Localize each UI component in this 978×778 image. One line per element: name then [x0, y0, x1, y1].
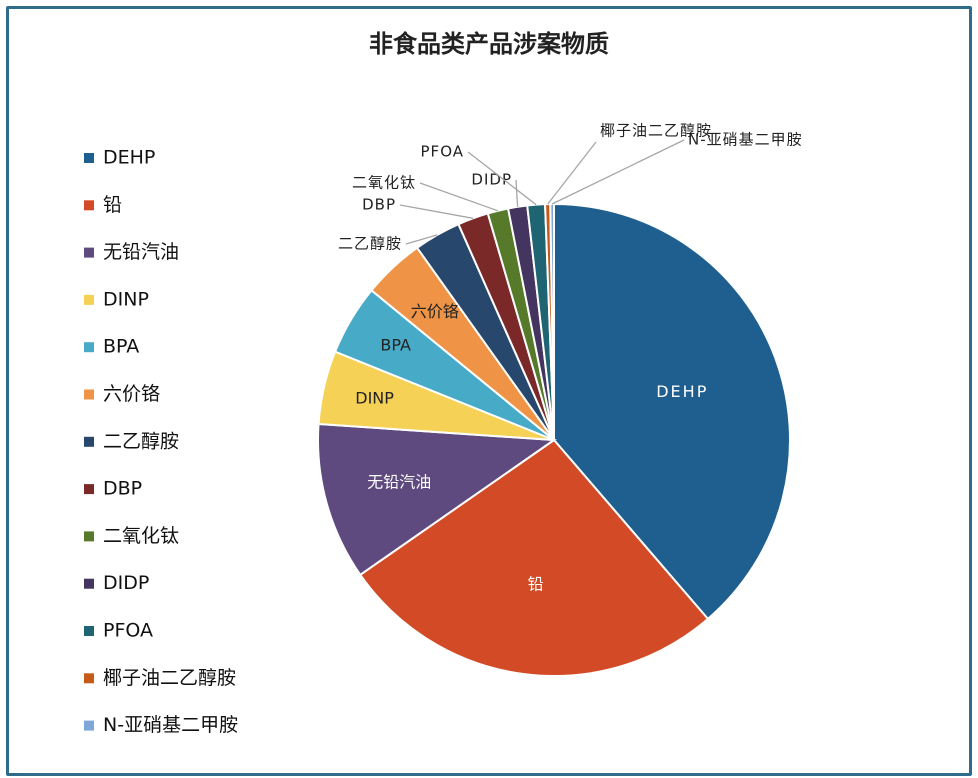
leader-line	[405, 234, 438, 245]
legend-swatch	[84, 200, 94, 211]
slice-label: 二乙醇胺	[338, 235, 402, 253]
slice-label: DBP	[362, 196, 396, 214]
slice-label: N-亚硝基二甲胺	[688, 131, 803, 149]
legend-label: 无铅汽油	[103, 241, 179, 263]
leader-line	[547, 141, 597, 205]
chart-title: 非食品类产品涉案物质	[369, 30, 609, 58]
legend-item: 铅	[84, 194, 122, 216]
leader-line	[515, 179, 519, 207]
leader-line	[551, 139, 685, 205]
legend-swatch	[84, 720, 94, 731]
legend-item: 二氧化钛	[84, 525, 179, 547]
legend-item: N-亚硝基二甲胺	[84, 714, 238, 736]
leader-line	[419, 182, 499, 212]
legend-item: DINP	[84, 288, 149, 310]
legend-label: BPA	[103, 336, 139, 358]
legend-label: DINP	[103, 288, 149, 310]
legend-item: DEHP	[84, 147, 155, 169]
pie-slices	[317, 202, 792, 677]
legend-swatch	[84, 531, 94, 542]
slice-label: 二氧化钛	[352, 174, 416, 192]
legend-item: DBP	[84, 478, 142, 500]
legend-swatch	[84, 294, 94, 305]
legend-label: DIDP	[103, 572, 149, 594]
legend-swatch	[84, 484, 94, 495]
slice-label: BPA	[380, 336, 411, 355]
legend-item: 二乙醇胺	[84, 430, 179, 452]
legend-label: DEHP	[103, 147, 155, 169]
slice-label: PFOA	[421, 143, 464, 161]
legend-swatch	[84, 153, 94, 163]
legend-item: BPA	[84, 336, 139, 358]
legend-swatch	[84, 342, 94, 353]
legend-item: 六价铬	[84, 383, 160, 405]
slice-label: 无铅汽油	[367, 472, 431, 491]
legend-swatch	[84, 626, 94, 636]
slice-label: DIDP	[471, 171, 512, 189]
pie-slice	[553, 202, 792, 621]
slice-label: 铅	[528, 575, 544, 594]
legend-label: 六价铬	[103, 383, 160, 405]
legend-item: 无铅汽油	[84, 241, 179, 263]
legend-swatch	[84, 247, 94, 258]
legend-item: PFOA	[84, 620, 153, 642]
legend-label: PFOA	[103, 620, 153, 642]
leader-line	[399, 204, 474, 219]
legend-label: 椰子油二乙醇胺	[103, 667, 236, 689]
legend-swatch	[84, 389, 94, 400]
legend-swatch	[84, 578, 94, 589]
legend-swatch	[84, 673, 94, 684]
slice-label: DINP	[355, 388, 394, 407]
legend-label: 铅	[103, 194, 122, 216]
legend-swatch	[84, 436, 94, 447]
slice-label: 六价铬	[411, 302, 459, 321]
legend-item: 椰子油二乙醇胺	[84, 667, 236, 689]
legend-label: N-亚硝基二甲胺	[103, 714, 238, 736]
pie-slice	[317, 422, 557, 577]
legend-item: DIDP	[84, 572, 149, 594]
legend-label: 二氧化钛	[103, 525, 179, 547]
slice-label: 椰子油二乙醇胺	[600, 122, 712, 140]
leader-line	[467, 151, 537, 206]
slice-label: DEHP	[656, 382, 708, 401]
legend-label: 二乙醇胺	[103, 430, 179, 452]
legend-label: DBP	[103, 478, 142, 500]
pie-slice	[358, 438, 710, 677]
